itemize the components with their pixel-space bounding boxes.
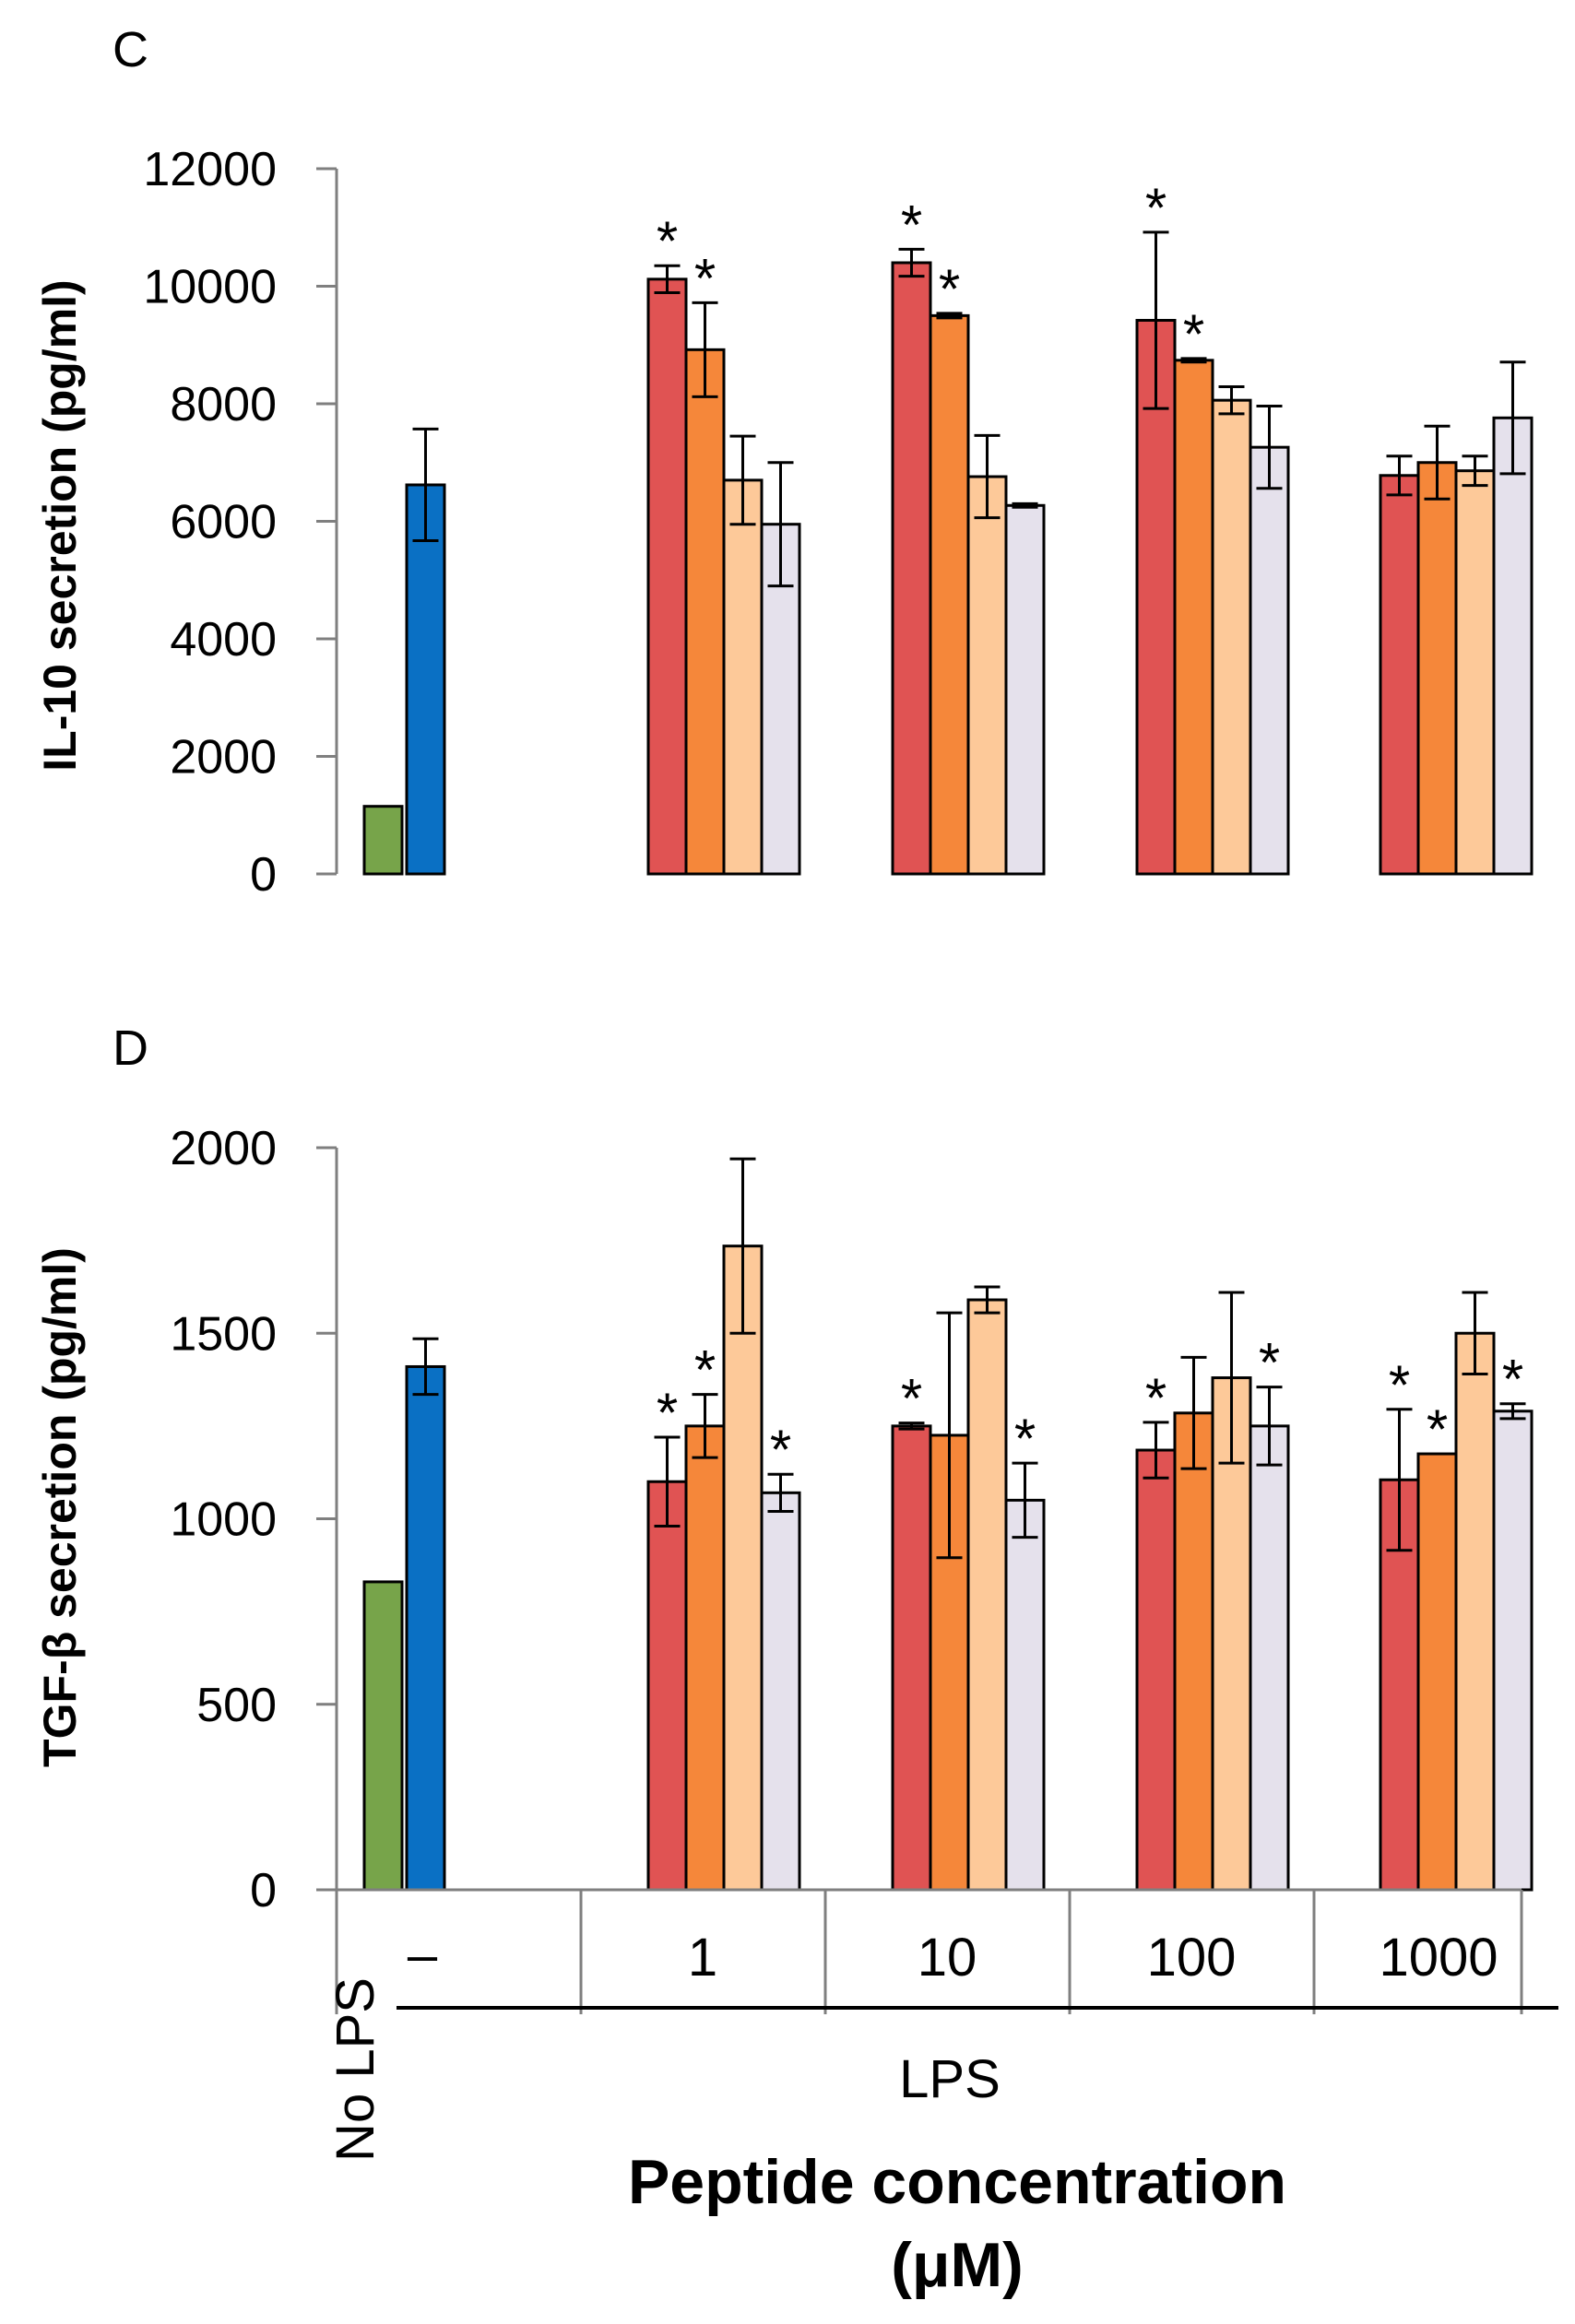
- y-tick-label: 0: [250, 1864, 277, 1917]
- significance-star: *: [939, 258, 960, 320]
- bar-peptide: [929, 313, 970, 876]
- bar-no-lps: [362, 805, 404, 876]
- dash-label: –: [408, 1925, 438, 1985]
- lps-group-label: LPS: [899, 2049, 1001, 2109]
- panel-label-d: D: [112, 1020, 148, 1076]
- y-tick-label: 10000: [143, 261, 277, 314]
- conc-label-100: 100: [1147, 1928, 1237, 1988]
- bar-peptide: [1249, 445, 1290, 876]
- bars-il10: * * * * * *: [362, 177, 1534, 876]
- significance-star: *: [657, 210, 678, 272]
- conc-label-1: 1: [688, 1928, 717, 1988]
- tgfb-chart: D TGF-β secretion (pg/ml) 0 500 1000 1500 20…: [34, 1020, 1534, 1917]
- bar-peptide: [1004, 503, 1046, 876]
- significance-star: *: [770, 1419, 791, 1481]
- significance-star: *: [1145, 1367, 1166, 1429]
- bar-peptide: [891, 261, 932, 876]
- bar-peptide: [891, 1424, 932, 1892]
- panel-label-c: C: [112, 22, 148, 77]
- bar-peptide: [1211, 398, 1252, 876]
- y-tick-label: 2000: [170, 1122, 277, 1175]
- y-tick-label: 1500: [170, 1307, 277, 1361]
- y-tick-label: 1000: [170, 1493, 277, 1547]
- significance-star: *: [1259, 1332, 1280, 1394]
- significance-star: *: [694, 247, 716, 309]
- y-tick-label: 12000: [143, 143, 277, 196]
- bar-peptide: [1004, 1498, 1046, 1892]
- bar-lps: [405, 483, 446, 876]
- y-tick-label: 6000: [170, 496, 277, 549]
- bar-peptide: [1379, 474, 1420, 876]
- y-tick-label: 500: [196, 1679, 277, 1732]
- bar-peptide: [646, 1480, 688, 1892]
- bars-tgfb: * * * * * * * * * *: [362, 1157, 1534, 1892]
- bar-peptide: [684, 348, 726, 876]
- no-lps-label: No LPS: [326, 1977, 385, 2162]
- il10-chart: C IL-10 secretion (pg/ml) 0 2000 4000 6000 8…: [34, 22, 1534, 902]
- bar-peptide: [1416, 461, 1458, 876]
- significance-star: *: [657, 1382, 678, 1444]
- significance-star: *: [901, 194, 922, 255]
- significance-star: *: [1427, 1398, 1448, 1460]
- bar-peptide: [1492, 416, 1534, 876]
- significance-star: *: [1145, 177, 1166, 239]
- bar-peptide: [684, 1424, 726, 1892]
- bar-peptide: [1454, 1331, 1496, 1892]
- y-axis-label-il10: IL-10 secretion (pg/ml): [34, 279, 86, 771]
- bar-peptide: [1135, 1448, 1177, 1892]
- y-tick-label: 8000: [170, 378, 277, 431]
- x-axis-title-line2: (μM): [891, 2230, 1024, 2300]
- y-tick-label: 4000: [170, 613, 277, 667]
- bar-peptide: [1492, 1410, 1534, 1892]
- bar-no-lps: [362, 1580, 404, 1892]
- significance-star: *: [901, 1368, 922, 1430]
- bar-peptide: [966, 1298, 1008, 1892]
- y-tick-label: 2000: [170, 731, 277, 784]
- y-axis-il10: 0 2000 4000 6000 8000 10000 12000: [143, 143, 338, 902]
- significance-star: *: [1502, 1349, 1523, 1410]
- y-tick-label: 0: [250, 848, 277, 902]
- bar-peptide: [1249, 1424, 1290, 1892]
- bar-lps: [405, 1364, 446, 1892]
- bar-peptide: [646, 277, 688, 876]
- bar-peptide: [1173, 1411, 1214, 1892]
- bar-peptide: [1173, 359, 1214, 876]
- bar-peptide: [1416, 1452, 1458, 1892]
- significance-star: *: [694, 1339, 716, 1401]
- y-axis-label-tgfb: TGF-β secretion (pg/ml): [34, 1247, 86, 1767]
- y-axis-tgfb: 0 500 1000 1500 2000: [170, 1122, 338, 1917]
- bar-peptide: [722, 478, 764, 876]
- bar-peptide: [760, 1491, 801, 1892]
- bar-peptide: [929, 1433, 970, 1892]
- bar-peptide: [1454, 469, 1496, 876]
- bar-peptide: [966, 475, 1008, 876]
- category-axis: No LPS – 1 10 100 1000 LPS Peptide conce…: [326, 1888, 1558, 2300]
- significance-star: *: [1014, 1408, 1036, 1469]
- x-axis-title-line1: Peptide concentration: [628, 2147, 1286, 2217]
- significance-star: *: [1183, 303, 1204, 365]
- bar-peptide: [1135, 318, 1177, 876]
- conc-label-10: 10: [918, 1928, 977, 1988]
- significance-star: *: [1389, 1354, 1410, 1416]
- bar-peptide: [722, 1245, 764, 1892]
- conc-label-1000: 1000: [1379, 1928, 1498, 1988]
